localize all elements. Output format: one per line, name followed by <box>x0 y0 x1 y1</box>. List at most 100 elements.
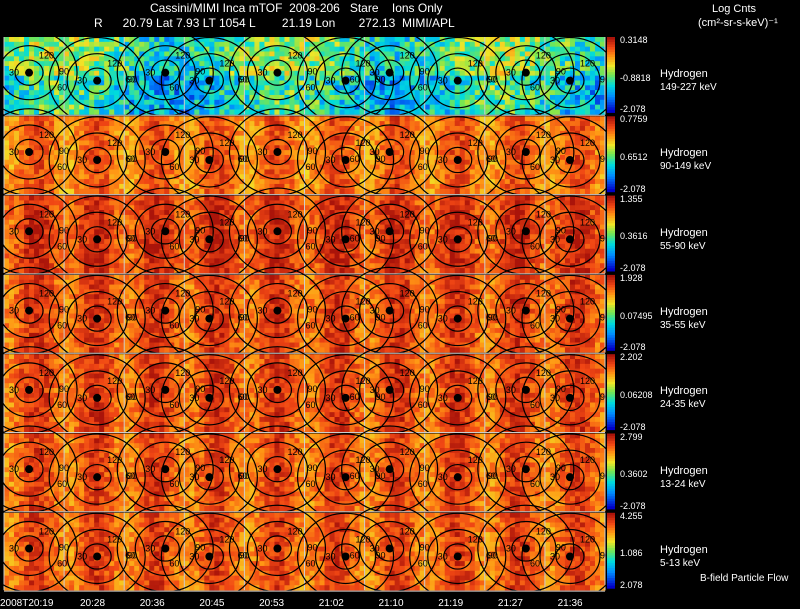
contour-line <box>0 425 78 513</box>
contour-label: 30 <box>550 76 560 86</box>
contour-label: 30 <box>145 543 155 553</box>
contour-label: 120 <box>219 534 234 544</box>
colorbar-segment <box>607 463 615 467</box>
colorbar-max-label: 0.3148 <box>620 35 648 45</box>
contour-line <box>246 45 309 101</box>
colorbar-segment <box>607 121 615 125</box>
planet-marker <box>521 385 530 394</box>
contour-label: 60 <box>306 400 316 410</box>
contour-label: 120 <box>356 534 371 544</box>
contour-label: 90 <box>239 313 249 323</box>
contour-label: 30 <box>550 551 560 561</box>
planet-marker <box>385 227 394 236</box>
colorbar-segment <box>607 240 615 244</box>
contour-label: 30 <box>326 155 336 165</box>
channel-energy-label: 149-227 keV <box>660 82 717 93</box>
planet-marker <box>521 147 530 156</box>
contour-label: 60 <box>530 83 540 93</box>
planet-marker <box>521 544 530 553</box>
contour-label: 120 <box>219 455 234 465</box>
contour-label: 60 <box>306 558 316 568</box>
colorbar-segment <box>607 263 615 267</box>
contour-line <box>359 45 421 101</box>
contour-line <box>178 53 240 109</box>
contour-label: 90 <box>307 67 317 77</box>
colorbar-segment <box>607 297 615 301</box>
colorbar-segment <box>607 438 615 442</box>
contour-label: 30 <box>438 393 448 403</box>
colorbar-segment <box>607 62 615 66</box>
contour-label: 30 <box>9 226 19 236</box>
contour-line <box>194 146 224 174</box>
colorbar-segment <box>607 364 615 368</box>
planet-marker <box>161 544 170 553</box>
contour-label: 30 <box>257 226 267 236</box>
colorbar-segment <box>607 210 615 214</box>
contour-label: 120 <box>536 289 551 299</box>
contour-line <box>427 290 489 347</box>
contour-label: 60 <box>125 392 135 402</box>
contour-line <box>116 346 214 434</box>
planet-marker <box>205 235 214 244</box>
contour-line <box>359 282 421 339</box>
contour-line <box>228 425 327 513</box>
colorbar-segment <box>607 186 615 190</box>
contour-line <box>375 59 405 86</box>
time-tick-label: 21:27 <box>497 598 523 609</box>
time-tick-label: 2008T20:19 <box>0 598 54 609</box>
contour-line <box>330 543 361 570</box>
colorbar-segment <box>607 294 615 299</box>
contour-label: 60 <box>350 550 360 560</box>
contour-label: 90 <box>488 550 498 560</box>
colorbar-segment <box>607 315 615 319</box>
contour-label: 60 <box>169 400 179 410</box>
colorbar-segment <box>607 345 615 349</box>
contour-line <box>314 528 377 585</box>
colorbar-segment <box>607 158 615 163</box>
contour-line <box>134 282 196 339</box>
contour-label: 120 <box>468 138 483 148</box>
colorbar-segment <box>607 215 615 219</box>
planet-marker <box>341 314 350 323</box>
contour-label: 90 <box>376 154 386 164</box>
contour-line <box>539 290 601 347</box>
contour-line <box>375 218 405 245</box>
planet-marker <box>205 314 214 323</box>
colorbar-segment <box>607 302 615 306</box>
contour-label: 60 <box>486 75 496 85</box>
colorbar-segment <box>607 580 615 584</box>
colorbar-segment <box>607 381 615 385</box>
contour-label: 120 <box>39 447 54 457</box>
contour-label: 30 <box>370 306 380 316</box>
contour-label: 120 <box>39 289 54 299</box>
colorbar-segment <box>607 473 615 477</box>
contour-line <box>341 28 439 117</box>
contour-label: 90 <box>239 233 249 243</box>
colorbar-segment <box>607 52 615 56</box>
contour-label: 60 <box>169 321 179 331</box>
contour-line <box>341 425 439 513</box>
planet-marker <box>453 76 462 85</box>
colorbar-segment <box>607 573 615 577</box>
contour-line <box>246 441 309 497</box>
contour-line <box>134 124 196 180</box>
colorbar-segment <box>607 340 615 344</box>
contour-label: 120 <box>400 51 415 61</box>
contour-line <box>330 146 361 174</box>
colorbar-segment <box>607 411 615 416</box>
contour-line <box>82 226 112 253</box>
contour-line <box>178 528 240 585</box>
contour-line <box>495 441 557 497</box>
contour-label: 30 <box>370 68 380 78</box>
planet-marker <box>341 155 350 164</box>
colorbar-segment <box>607 312 615 316</box>
colorbar-segment <box>607 265 615 269</box>
colorbar-segment <box>607 92 615 96</box>
contour-label: 60 <box>57 400 67 410</box>
contour-label: 30 <box>145 68 155 78</box>
time-tick-label: 20:53 <box>259 598 285 609</box>
contour-line <box>359 124 421 180</box>
contour-label: 90 <box>59 146 69 156</box>
contour-label: 120 <box>175 368 190 378</box>
planet-marker <box>93 393 102 402</box>
